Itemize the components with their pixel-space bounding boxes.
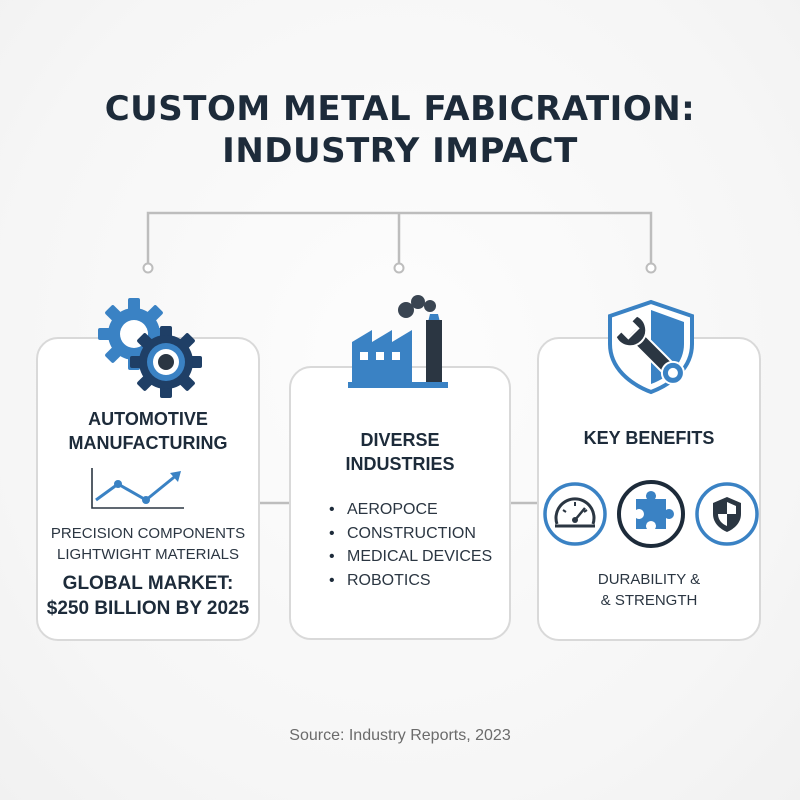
automotive-heading-line-2: MANUFACTURING — [68, 433, 228, 453]
market-stat-line-1: GLOBAL MARKET: — [62, 573, 234, 594]
source-citation: Source: Industry Reports, 2023 — [289, 727, 511, 744]
page-title: CUSTOM METAL FABICRATION: INDUSTRY IMPAC… — [0, 88, 800, 172]
benefits-details: DURABILITY & & STRENGTH — [539, 569, 759, 611]
gauge-icon — [543, 482, 607, 546]
market-stat-line-2: $250 BILLION BY 2025 — [46, 598, 250, 619]
industries-heading-line-2: INDUSTRIES — [345, 454, 455, 474]
connector-node-center — [393, 262, 405, 274]
factory-icon — [348, 295, 448, 388]
list-item: AEROPOCE — [329, 498, 492, 522]
shield-wrench-icon — [608, 299, 694, 395]
list-item: ROBOTICS — [329, 569, 492, 593]
automotive-details: PRECISION COMPONENTS LIGHTWIGHT MATERIAL… — [38, 523, 258, 565]
list-item: MEDICAL DEVICES — [329, 545, 492, 569]
automotive-detail-1: PRECISION COMPONENTS — [50, 525, 246, 542]
connector-node-right — [645, 262, 657, 274]
automotive-heading-line-1: AUTOMOTIVE — [88, 409, 208, 429]
trend-line-icon — [91, 468, 184, 509]
connector-node-left — [142, 262, 154, 274]
puzzle-icon — [617, 480, 685, 548]
list-item: CONSTRUCTION — [329, 522, 492, 546]
title-line-1: CUSTOM METAL FABICRATION: — [104, 89, 696, 129]
industries-heading-line-1: DIVERSE — [360, 430, 440, 450]
industries-heading: DIVERSE INDUSTRIES — [291, 428, 509, 476]
benefits-heading: KEY BENEFITS — [583, 428, 715, 448]
market-stat: GLOBAL MARKET: $250 BILLION BY 2025 — [38, 571, 258, 621]
card-diverse-industries: DIVERSE INDUSTRIES AEROPOCE CONSTRUCTION… — [289, 366, 511, 640]
benefits-detail-1: DURABILITY & — [597, 571, 701, 588]
benefit-icons-row — [543, 480, 759, 548]
gears-icon — [98, 298, 202, 398]
benefits-detail-2: & STRENGTH — [600, 592, 698, 609]
title-line-2: INDUSTRY IMPACT — [222, 131, 578, 171]
automotive-heading: AUTOMOTIVE MANUFACTURING — [38, 407, 258, 455]
automotive-detail-2: LIGHTWIGHT MATERIALS — [57, 546, 239, 563]
industries-list: AEROPOCE CONSTRUCTION MEDICAL DEVICES RO… — [329, 498, 492, 592]
shield-icon — [695, 482, 759, 546]
